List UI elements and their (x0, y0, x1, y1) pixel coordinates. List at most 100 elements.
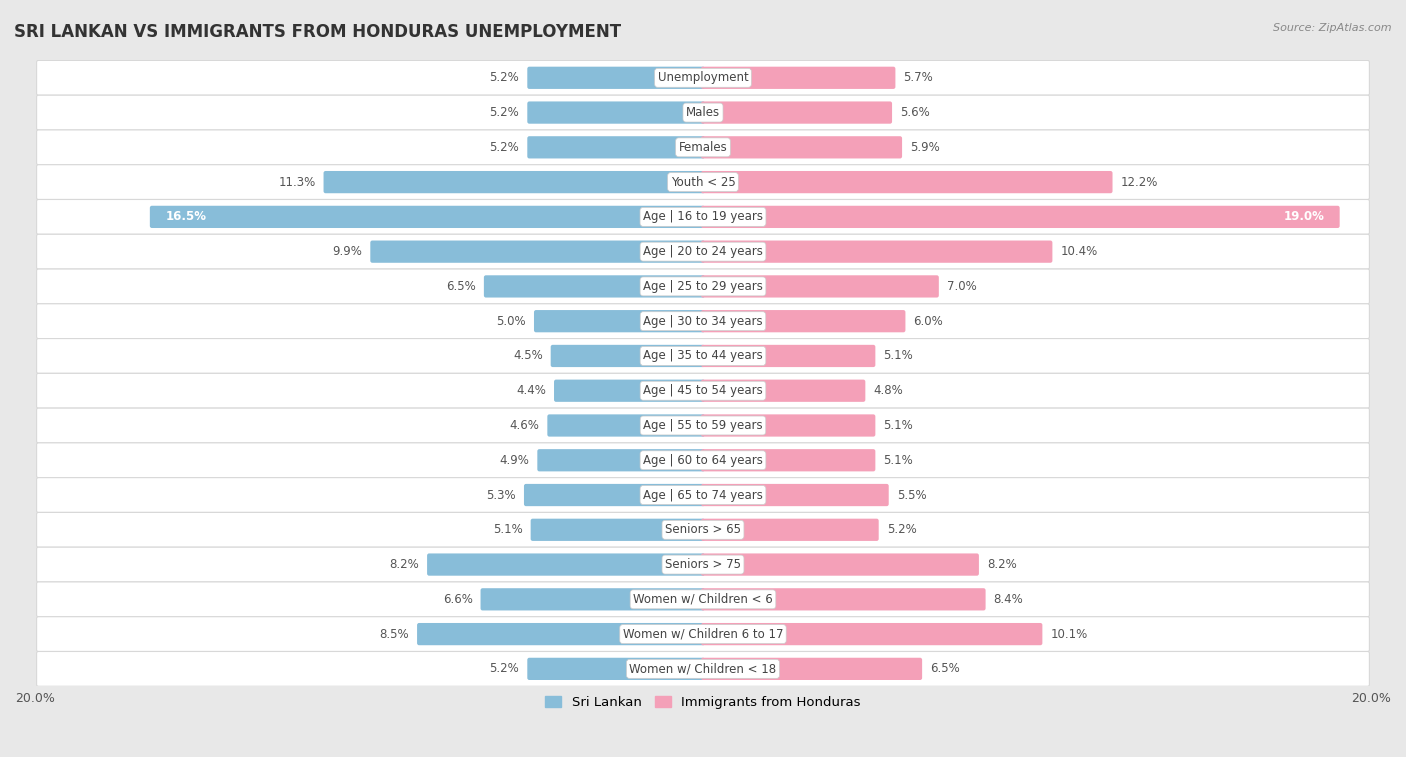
Text: 5.1%: 5.1% (883, 419, 912, 432)
FancyBboxPatch shape (702, 449, 876, 472)
Text: 5.6%: 5.6% (900, 106, 929, 119)
Text: 19.0%: 19.0% (1284, 210, 1324, 223)
FancyBboxPatch shape (554, 379, 704, 402)
FancyBboxPatch shape (702, 171, 1112, 193)
Text: Youth < 25: Youth < 25 (671, 176, 735, 188)
FancyBboxPatch shape (527, 658, 704, 680)
Text: 6.6%: 6.6% (443, 593, 472, 606)
FancyBboxPatch shape (37, 304, 1369, 338)
Text: 4.6%: 4.6% (509, 419, 540, 432)
Text: 10.1%: 10.1% (1050, 628, 1088, 640)
Text: 8.2%: 8.2% (389, 558, 419, 571)
FancyBboxPatch shape (524, 484, 704, 506)
Text: Age | 60 to 64 years: Age | 60 to 64 years (643, 453, 763, 467)
Text: SRI LANKAN VS IMMIGRANTS FROM HONDURAS UNEMPLOYMENT: SRI LANKAN VS IMMIGRANTS FROM HONDURAS U… (14, 23, 621, 41)
Text: 7.0%: 7.0% (946, 280, 977, 293)
Text: 4.9%: 4.9% (499, 453, 529, 467)
Text: 5.2%: 5.2% (887, 523, 917, 536)
FancyBboxPatch shape (702, 553, 979, 575)
FancyBboxPatch shape (37, 130, 1369, 165)
Text: 16.5%: 16.5% (166, 210, 207, 223)
Text: Age | 45 to 54 years: Age | 45 to 54 years (643, 385, 763, 397)
Text: Age | 25 to 29 years: Age | 25 to 29 years (643, 280, 763, 293)
FancyBboxPatch shape (702, 310, 905, 332)
Text: 5.1%: 5.1% (494, 523, 523, 536)
FancyBboxPatch shape (37, 408, 1369, 443)
FancyBboxPatch shape (702, 345, 876, 367)
FancyBboxPatch shape (702, 484, 889, 506)
Text: Unemployment: Unemployment (658, 71, 748, 84)
FancyBboxPatch shape (702, 206, 1340, 228)
FancyBboxPatch shape (418, 623, 704, 645)
Text: Males: Males (686, 106, 720, 119)
Text: 5.2%: 5.2% (489, 662, 519, 675)
Text: 5.0%: 5.0% (496, 315, 526, 328)
Text: Age | 55 to 59 years: Age | 55 to 59 years (643, 419, 763, 432)
FancyBboxPatch shape (37, 61, 1369, 95)
FancyBboxPatch shape (37, 617, 1369, 652)
Text: 12.2%: 12.2% (1121, 176, 1159, 188)
FancyBboxPatch shape (702, 588, 986, 610)
FancyBboxPatch shape (37, 582, 1369, 617)
Text: 5.9%: 5.9% (910, 141, 939, 154)
FancyBboxPatch shape (527, 101, 704, 123)
FancyBboxPatch shape (702, 101, 891, 123)
Text: Women w/ Children < 18: Women w/ Children < 18 (630, 662, 776, 675)
Text: Age | 20 to 24 years: Age | 20 to 24 years (643, 245, 763, 258)
Text: 6.0%: 6.0% (914, 315, 943, 328)
Text: 5.1%: 5.1% (883, 350, 912, 363)
Text: 11.3%: 11.3% (278, 176, 315, 188)
Text: 8.2%: 8.2% (987, 558, 1017, 571)
FancyBboxPatch shape (323, 171, 704, 193)
FancyBboxPatch shape (37, 234, 1369, 269)
FancyBboxPatch shape (702, 658, 922, 680)
FancyBboxPatch shape (150, 206, 704, 228)
Text: Source: ZipAtlas.com: Source: ZipAtlas.com (1274, 23, 1392, 33)
Text: 4.8%: 4.8% (873, 385, 903, 397)
FancyBboxPatch shape (37, 200, 1369, 234)
Text: Age | 65 to 74 years: Age | 65 to 74 years (643, 488, 763, 502)
Text: 5.5%: 5.5% (897, 488, 927, 502)
FancyBboxPatch shape (427, 553, 704, 575)
Text: 8.4%: 8.4% (994, 593, 1024, 606)
FancyBboxPatch shape (527, 67, 704, 89)
FancyBboxPatch shape (702, 67, 896, 89)
FancyBboxPatch shape (702, 136, 903, 158)
FancyBboxPatch shape (484, 276, 704, 298)
FancyBboxPatch shape (37, 165, 1369, 200)
FancyBboxPatch shape (702, 414, 876, 437)
Text: Age | 16 to 19 years: Age | 16 to 19 years (643, 210, 763, 223)
Text: 5.7%: 5.7% (904, 71, 934, 84)
Text: 6.5%: 6.5% (446, 280, 475, 293)
Text: Women w/ Children < 6: Women w/ Children < 6 (633, 593, 773, 606)
FancyBboxPatch shape (551, 345, 704, 367)
Text: Seniors > 65: Seniors > 65 (665, 523, 741, 536)
FancyBboxPatch shape (702, 379, 865, 402)
FancyBboxPatch shape (37, 547, 1369, 582)
FancyBboxPatch shape (481, 588, 704, 610)
Text: 5.2%: 5.2% (489, 106, 519, 119)
FancyBboxPatch shape (702, 519, 879, 541)
FancyBboxPatch shape (37, 269, 1369, 304)
Text: 9.9%: 9.9% (332, 245, 363, 258)
FancyBboxPatch shape (527, 136, 704, 158)
FancyBboxPatch shape (702, 623, 1042, 645)
FancyBboxPatch shape (702, 276, 939, 298)
Text: Age | 30 to 34 years: Age | 30 to 34 years (643, 315, 763, 328)
FancyBboxPatch shape (37, 373, 1369, 408)
FancyBboxPatch shape (37, 478, 1369, 512)
Text: 6.5%: 6.5% (931, 662, 960, 675)
Text: Women w/ Children 6 to 17: Women w/ Children 6 to 17 (623, 628, 783, 640)
Text: 5.2%: 5.2% (489, 71, 519, 84)
Text: 8.5%: 8.5% (380, 628, 409, 640)
FancyBboxPatch shape (530, 519, 704, 541)
FancyBboxPatch shape (37, 95, 1369, 130)
Text: 5.1%: 5.1% (883, 453, 912, 467)
Text: Age | 35 to 44 years: Age | 35 to 44 years (643, 350, 763, 363)
FancyBboxPatch shape (534, 310, 704, 332)
Text: 5.2%: 5.2% (489, 141, 519, 154)
FancyBboxPatch shape (547, 414, 704, 437)
Legend: Sri Lankan, Immigrants from Honduras: Sri Lankan, Immigrants from Honduras (540, 690, 866, 714)
Text: 4.5%: 4.5% (513, 350, 543, 363)
Text: Females: Females (679, 141, 727, 154)
